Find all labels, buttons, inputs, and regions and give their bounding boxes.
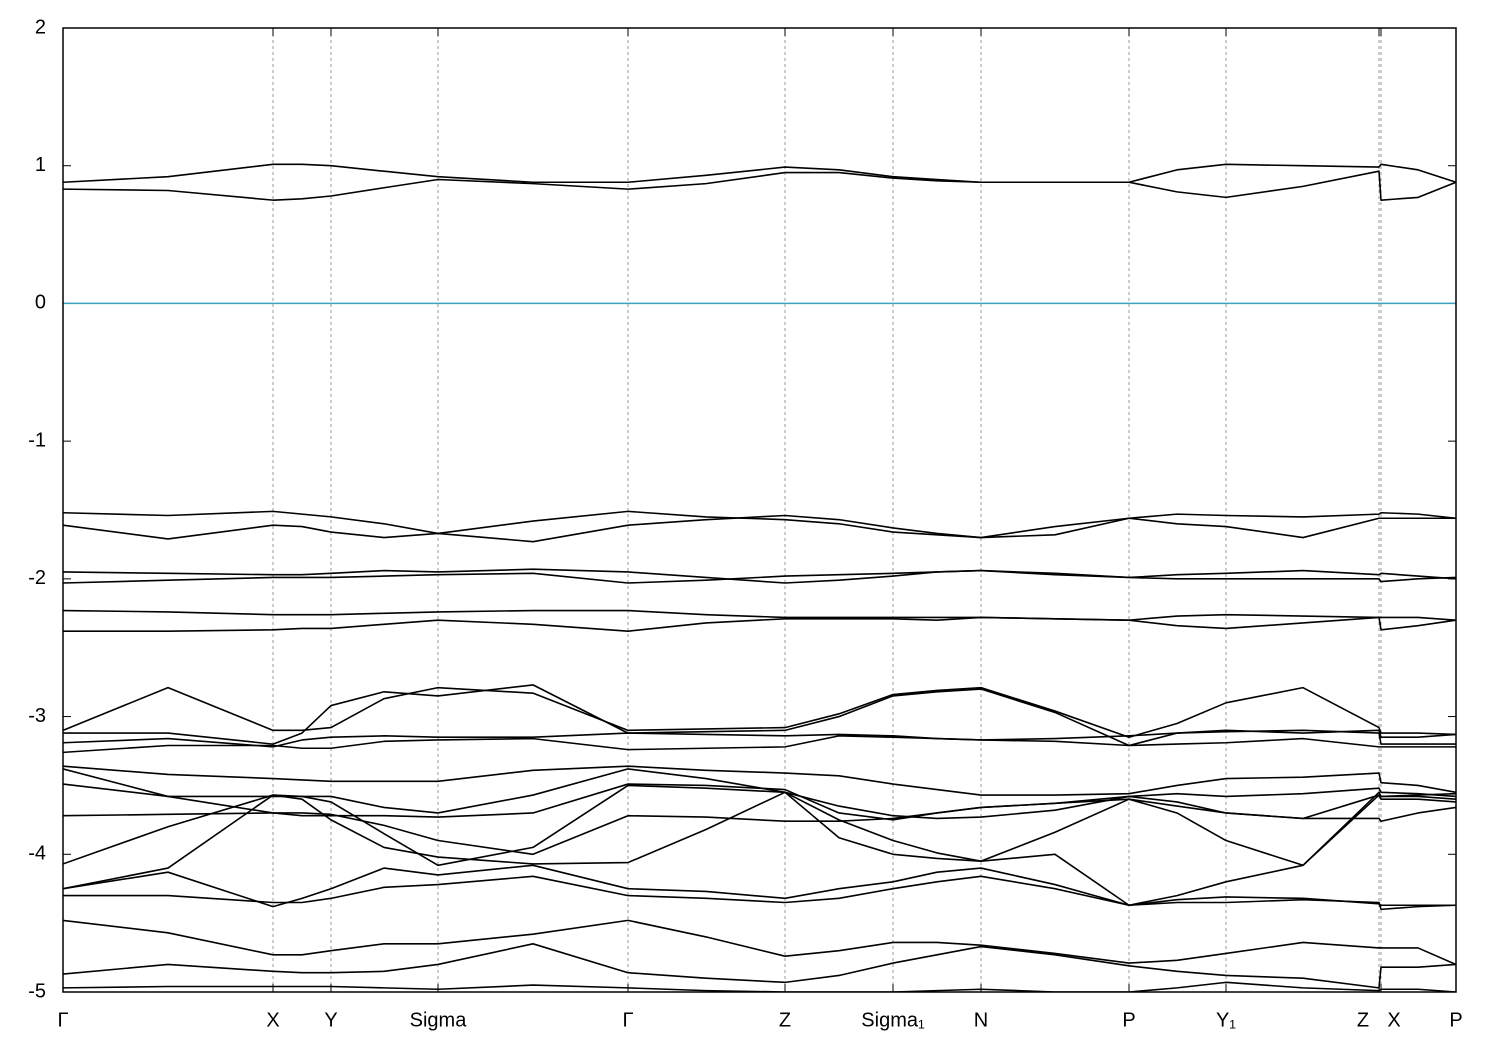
x-tick-label: Sigma₁ (861, 1009, 925, 1031)
x-tick-label: Y (324, 1009, 337, 1031)
y-tick-label: 0 (35, 292, 46, 314)
band-line (63, 170, 1456, 201)
x-tick-label: Z (1357, 1009, 1369, 1031)
band-line (63, 864, 1456, 908)
x-tick-label: Γ (622, 1009, 633, 1031)
band-line (63, 943, 1456, 989)
band-line (63, 875, 1456, 911)
band-line (63, 765, 1456, 796)
band-line (63, 163, 1456, 184)
y-tick-label: 1 (35, 154, 46, 176)
band-line (63, 568, 1456, 584)
x-tick-label: N (974, 1009, 988, 1031)
x-tick-label: Γ (57, 1009, 68, 1031)
x-tick-label: P (1122, 1009, 1135, 1031)
y-tick-label: -4 (28, 843, 46, 865)
x-tick-label: X (1387, 1009, 1400, 1031)
x-tick-label: X (266, 1009, 279, 1031)
band-line (63, 684, 1456, 747)
y-tick-label: 2 (35, 16, 46, 38)
x-tick-label: Y₁ (1216, 1009, 1236, 1031)
y-tick-label: -1 (28, 429, 46, 451)
band-line (63, 919, 1456, 966)
y-tick-label: -3 (28, 705, 46, 727)
band-line (63, 609, 1456, 621)
y-tick-label: -2 (28, 567, 46, 589)
x-tick-label: Sigma (410, 1009, 468, 1031)
band-line (63, 616, 1456, 632)
band-line (63, 686, 1456, 739)
band-line (63, 981, 1456, 992)
x-tick-label: P (1449, 1009, 1462, 1031)
band-line (63, 569, 1456, 584)
band-line (63, 514, 1456, 543)
x-tick-label: Z (779, 1009, 791, 1031)
band-line (63, 735, 1456, 754)
band-line (63, 768, 1456, 820)
band-line (63, 791, 1456, 907)
band-line (63, 729, 1456, 748)
plot-area (63, 163, 1456, 992)
band-line (63, 510, 1456, 539)
band-line (63, 798, 1456, 856)
y-tick-label: -5 (28, 980, 46, 1002)
plot-frame (62, 27, 1457, 993)
